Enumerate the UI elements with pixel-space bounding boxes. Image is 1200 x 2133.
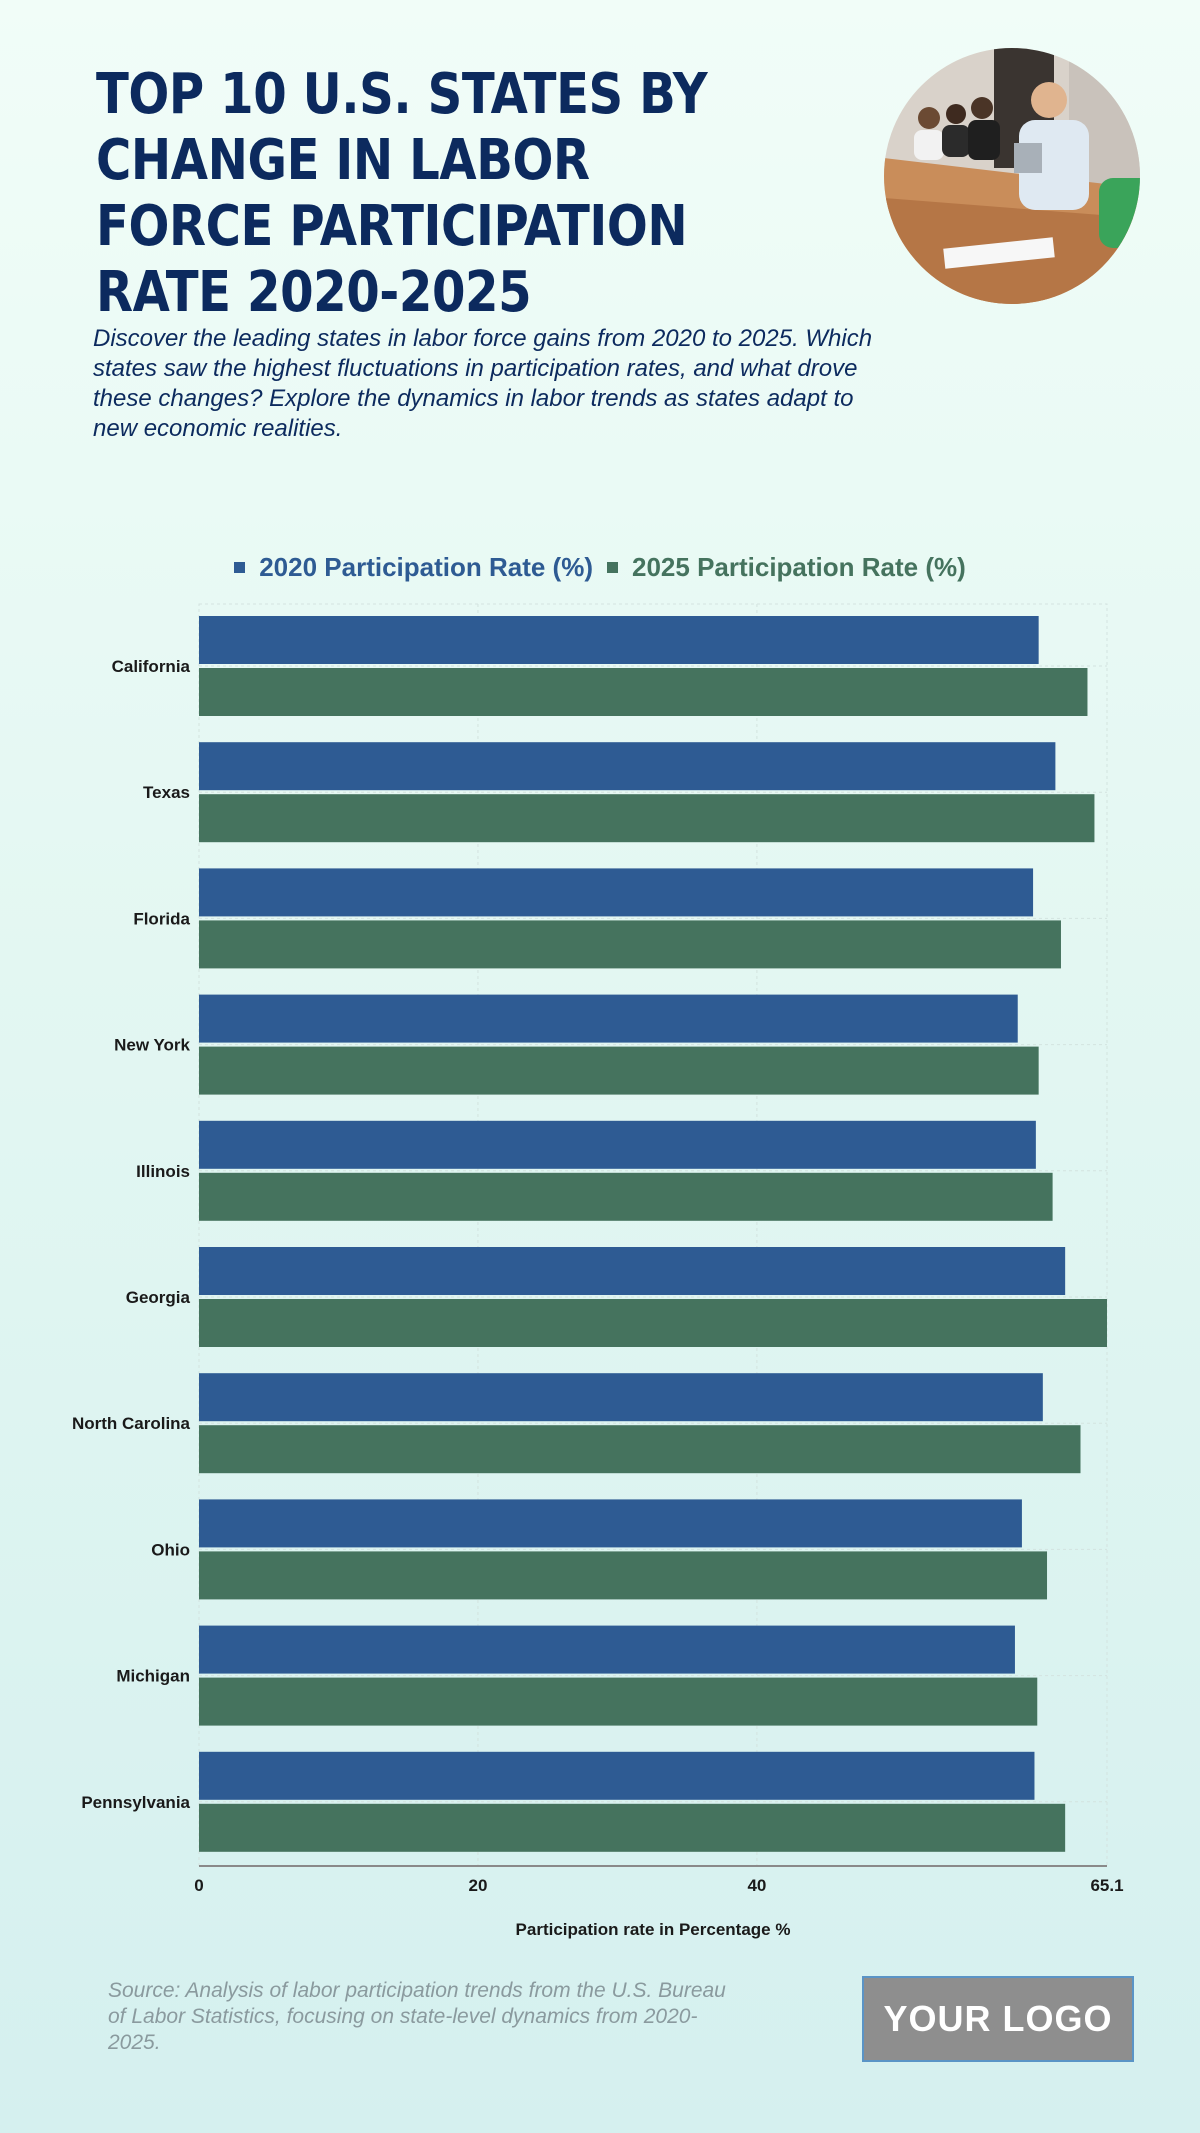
- bar-2025-illinois: [199, 1172, 1053, 1221]
- bar-2020-north-carolina: [199, 1373, 1043, 1422]
- category-label: Texas: [143, 783, 190, 802]
- bar-2025-georgia: [199, 1299, 1107, 1347]
- x-axis-title: Participation rate in Percentage %: [516, 1920, 791, 1939]
- category-label: Illinois: [136, 1162, 190, 1181]
- logo-placeholder: YOUR LOGO: [862, 1976, 1134, 2062]
- category-label: Pennsylvania: [81, 1793, 190, 1812]
- bar-2020-illinois: [199, 1120, 1036, 1169]
- category-label: Georgia: [126, 1288, 191, 1307]
- x-tick-label: 20: [468, 1876, 487, 1895]
- category-label: New York: [114, 1036, 190, 1055]
- bar-2020-pennsylvania: [199, 1751, 1035, 1800]
- bar-2020-texas: [199, 742, 1056, 791]
- bar-2020-ohio: [199, 1499, 1022, 1548]
- chart-grid-frame: [198, 603, 1108, 1867]
- page-subtitle: Discover the leading states in labor for…: [93, 325, 873, 442]
- bar-2020-florida: [199, 868, 1034, 917]
- category-label: Ohio: [151, 1540, 190, 1559]
- category-label: California: [112, 657, 191, 676]
- bar-2025-pennsylvania: [199, 1803, 1066, 1852]
- legend-label-2020: 2020 Participation Rate (%): [259, 552, 593, 582]
- meeting-photo-illustration: [884, 48, 1140, 304]
- category-label: Florida: [133, 909, 190, 928]
- meeting-photo: [884, 48, 1140, 304]
- page-title: TOP 10 U.S. STATES BY CHANGE IN LABOR FO…: [96, 62, 708, 325]
- legend-swatch-2025: [607, 562, 618, 573]
- bar-2025-florida: [199, 920, 1061, 969]
- bar-2025-north-carolina: [199, 1425, 1081, 1474]
- source-note: Source: Analysis of labor participation …: [108, 1979, 726, 2054]
- bar-2020-new-york: [199, 994, 1018, 1043]
- bar-2025-texas: [199, 794, 1095, 843]
- bar-2025-ohio: [199, 1551, 1048, 1600]
- chart-legend: 2020 Participation Rate (%) 2025 Partici…: [0, 552, 1200, 583]
- legend-item-2025: 2025 Participation Rate (%): [607, 552, 966, 583]
- legend-item-2020: 2020 Participation Rate (%): [234, 552, 593, 583]
- logo-text: YOUR LOGO: [883, 1998, 1113, 2039]
- legend-label-2025: 2025 Participation Rate (%): [632, 552, 966, 582]
- x-tick-label: 65.1: [1090, 1876, 1123, 1895]
- bar-2020-michigan: [199, 1625, 1015, 1674]
- bar-chart: California Texas Florida New York Illinois Ge…: [72, 603, 1124, 1939]
- bar-2020-georgia: [199, 1247, 1066, 1295]
- bar-2025-california: [199, 668, 1088, 716]
- bar-2020-california: [199, 616, 1039, 664]
- bar-2025-new-york: [199, 1046, 1039, 1095]
- bar-2025-michigan: [199, 1677, 1038, 1726]
- category-label: North Carolina: [72, 1414, 191, 1433]
- legend-swatch-2020: [234, 562, 246, 573]
- x-tick-label: 0: [194, 1876, 203, 1895]
- category-label: Michigan: [116, 1667, 190, 1686]
- x-tick-label: 40: [747, 1876, 766, 1895]
